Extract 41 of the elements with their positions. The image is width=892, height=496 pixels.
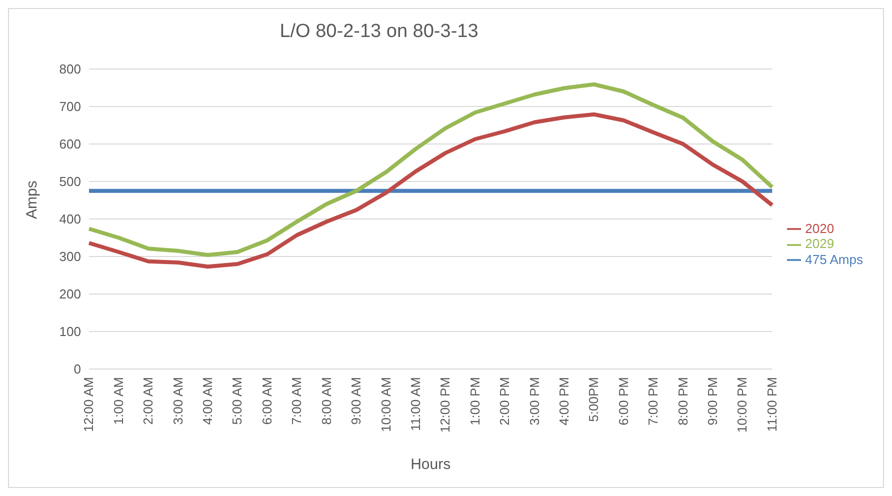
x-tick-label: 3:00 PM — [526, 377, 542, 426]
y-tick-label: 400 — [59, 212, 81, 227]
line-series — [87, 82, 774, 257]
x-tick-label: 4:00 AM — [200, 377, 216, 425]
x-tick-label: 1:00 AM — [110, 377, 126, 425]
x-tick-label: 11:00 AM — [408, 377, 423, 431]
y-tick-label: 600 — [59, 136, 81, 152]
y-tick-label: 500 — [59, 174, 81, 190]
y-tick-label: 0 — [74, 362, 81, 377]
y-tick-label: 200 — [59, 286, 81, 302]
y-axis-title: Amps — [23, 180, 40, 219]
chart-title: L/O 80-2-13 on 80-3-13 — [278, 21, 480, 43]
x-tick-label: 3:00 AM — [170, 377, 186, 425]
x-tick-label: 2:00 PM — [497, 377, 512, 426]
x-tick-label: 9:00 AM — [348, 377, 364, 425]
x-tick-label: 6:00 PM — [616, 377, 631, 426]
x-tick-label: 10:00 PM — [734, 377, 750, 433]
x-tick-label: 6:00 AM — [259, 377, 274, 425]
x-tick-label: 7:00 PM — [646, 377, 661, 426]
x-tick-label: 2:00 AM — [140, 377, 156, 425]
x-tick-label: 10:00 AM — [378, 377, 394, 432]
x-tick-label: 4:00 PM — [556, 377, 572, 426]
x-tick-label: 1:00 PM — [467, 377, 482, 426]
legend-label: 2020 — [805, 220, 834, 236]
y-tick-label: 700 — [59, 99, 81, 114]
legend-label: 2029 — [805, 236, 834, 252]
line-series — [87, 112, 774, 269]
y-tick-label: 100 — [59, 324, 81, 340]
x-tick-label: 9:00 PM — [704, 377, 720, 426]
x-tick-label: 12:00 AM — [81, 377, 96, 432]
x-tick-label: 8:00 PM — [675, 377, 690, 426]
x-tick-label: 5:00 AM — [230, 377, 245, 425]
x-tick-label: 5:00PM — [586, 377, 602, 422]
y-tick-label: 800 — [59, 62, 81, 77]
x-tick-label: 11:00 PM — [764, 377, 780, 432]
legend-label: 475 Amps — [805, 252, 863, 267]
x-tick-label: 7:00 AM — [289, 377, 304, 425]
x-tick-label: 12:00 PM — [438, 377, 453, 433]
x-tick-label: 8:00 AM — [318, 377, 334, 425]
x-axis-title: Hours — [410, 456, 451, 473]
y-tick-label: 300 — [59, 249, 81, 264]
